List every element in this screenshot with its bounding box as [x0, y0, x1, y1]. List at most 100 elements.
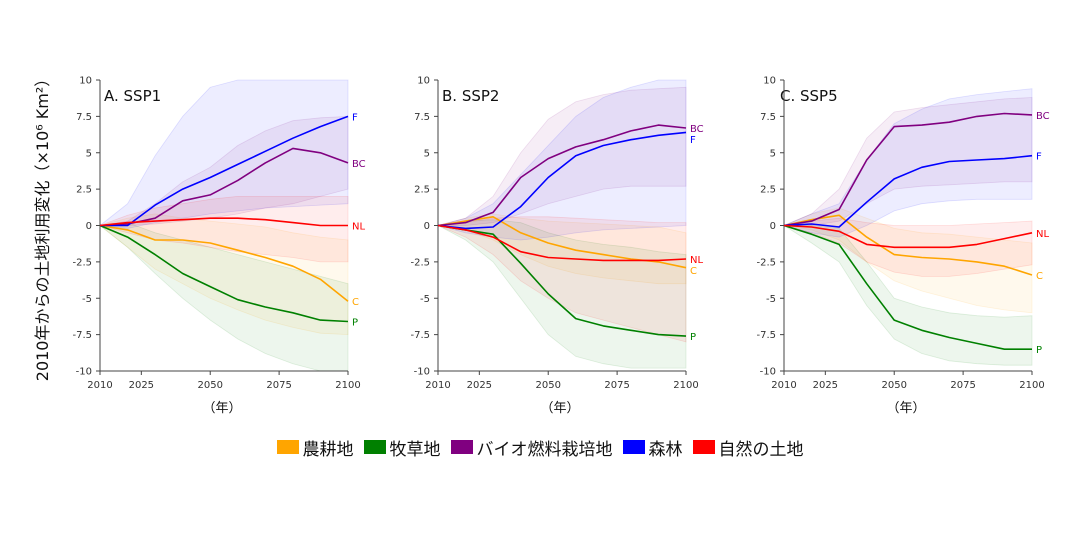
x-tick-label: 2025	[467, 380, 492, 391]
y-tick-label: -2.5	[756, 257, 776, 268]
series-line-forest-ssp1	[100, 115, 349, 227]
series-line-bioenergy-ssp5	[783, 112, 1033, 227]
series-line-natural-ssp1	[99, 217, 348, 227]
panel-ssp5: C. SSP5 （年） 10 7.5 5 2.5 0 -2.5 -5 -7.5 -10 2010 2…	[756, 76, 1049, 417]
plot-area-ssp5: 10 7.5 5 2.5 0 -2.5 -5 -7.5 -10 2010 2025 2050 2075 2…	[756, 76, 1049, 392]
y-tick-label: 0	[424, 221, 430, 232]
legend-label-natural: 自然の土地	[718, 439, 804, 460]
y-tick-label: 5	[424, 148, 430, 159]
y-tick-label: -7.5	[72, 330, 92, 341]
legend-item-forest: 森林	[622, 435, 683, 460]
band-cropland-ssp2	[437, 213, 687, 285]
y-tick-label: 7.5	[414, 112, 430, 123]
end-label-pasture-ssp1: P	[352, 318, 358, 329]
end-label-pasture-ssp2: P	[690, 332, 696, 343]
legend-swatch-cropland	[276, 440, 299, 454]
x-tick-label: 2010	[87, 380, 112, 391]
y-tick-label: 2.5	[76, 185, 92, 196]
y-tick-label: 5	[86, 148, 92, 159]
series-line-forest-ssp5	[783, 154, 1033, 228]
y-tick-label: -5	[766, 294, 776, 305]
y-tick-label: -7.5	[410, 330, 430, 341]
end-label-bioenergy-ssp2: BC	[690, 124, 704, 135]
y-tick-label: 10	[79, 76, 92, 87]
end-label-natural-ssp2: NL	[690, 255, 703, 266]
y-tick-label: -2.5	[72, 257, 92, 268]
panel-ssp1: A. SSP1 （年） 10 7.5 5 2.5 0 -2.5 -5 -7.5 -10 2010 2…	[72, 76, 365, 417]
y-tick-label: 7.5	[76, 112, 92, 123]
x-tick-label: 2050	[881, 380, 906, 391]
x-tick-label: 2075	[604, 380, 629, 391]
x-tick-label: 2075	[266, 380, 291, 391]
y-tick-label: -2.5	[410, 257, 430, 268]
end-label-cropland-ssp1: C	[352, 297, 359, 308]
end-label-bioenergy-ssp1: BC	[352, 159, 366, 170]
band-pasture-ssp5	[782, 225, 1033, 366]
x-tick-label: 2025	[813, 380, 838, 391]
x-axis-unit-ssp2: （年）	[540, 401, 579, 416]
legend-item-cropland: 農耕地	[276, 435, 354, 460]
y-axis-label: 2010年からの土地利用変化（×10⁶ Km²）	[33, 71, 52, 381]
legend: 農耕地 牧草地 バイオ燃料栽培地 森林 自然の土地	[0, 432, 1080, 462]
series-line-pasture-ssp5	[783, 224, 1032, 350]
y-tick-label: 10	[763, 76, 776, 87]
band-pasture-ssp2	[436, 219, 687, 369]
legend-item-pasture: 牧草地	[363, 435, 441, 460]
legend-label-bioenergy: バイオ燃料栽培地	[476, 439, 613, 460]
legend-label-cropland: 農耕地	[302, 439, 354, 460]
plot-area-ssp2: 10 7.5 5 2.5 0 -2.5 -5 -7.5 -10 2010 2025 2050 2075 2…	[410, 76, 703, 392]
y-tick-label: -10	[414, 367, 430, 378]
end-label-pasture-ssp5: P	[1036, 345, 1042, 356]
end-label-forest-ssp5: F	[1036, 152, 1042, 163]
end-label-forest-ssp1: F	[352, 112, 358, 123]
panel-title-ssp2: B. SSP2	[442, 87, 499, 105]
x-tick-label: 2050	[197, 380, 222, 391]
x-tick-label: 2100	[335, 380, 360, 391]
end-label-natural-ssp1: NL	[352, 222, 365, 233]
x-tick-label: 2025	[129, 380, 154, 391]
end-label-natural-ssp5: NL	[1036, 229, 1049, 240]
band-forest-ssp2	[436, 79, 687, 241]
y-tick-label: 0	[770, 221, 776, 232]
y-tick-label: 10	[417, 76, 430, 87]
series-line-pasture-ssp1	[99, 224, 349, 323]
x-axis-unit-ssp1: （年）	[202, 401, 241, 416]
y-tick-label: -10	[76, 367, 92, 378]
legend-swatch-natural	[692, 440, 715, 454]
y-tick-label: 0	[86, 221, 92, 232]
series-line-forest-ssp2	[437, 131, 687, 230]
y-tick-label: 2.5	[414, 185, 430, 196]
series-line-natural-ssp5	[783, 224, 1033, 249]
end-label-cropland-ssp5: C	[1036, 271, 1043, 282]
x-tick-label: 2100	[1019, 380, 1044, 391]
figure-canvas: 2010年からの土地利用変化（×10⁶ Km²） A. SSP1 （年） 10 7…	[33, 71, 1050, 417]
series-line-natural-ssp2	[437, 224, 687, 262]
x-tick-label: 2050	[535, 380, 560, 391]
y-tick-label: -7.5	[756, 330, 776, 341]
legend-swatch-pasture	[363, 440, 386, 454]
end-label-cropland-ssp2: C	[690, 266, 697, 277]
band-natural-ssp1	[98, 195, 349, 263]
legend-label-forest: 森林	[648, 439, 683, 460]
band-natural-ssp2	[437, 216, 687, 343]
x-tick-label: 2010	[771, 380, 796, 391]
legend-label-pasture: 牧草地	[389, 439, 441, 460]
x-tick-label: 2010	[425, 380, 450, 391]
y-tick-label: 5	[770, 148, 776, 159]
series-line-cropland-ssp1	[99, 224, 349, 302]
end-label-forest-ssp2: F	[690, 135, 696, 146]
plot-area-ssp1: 10 7.5 5 2.5 0 -2.5 -5 -7.5 -10 2010 2025 2050 2075 2…	[72, 76, 365, 392]
y-tick-label: -10	[760, 367, 776, 378]
band-bioenergy-ssp2	[437, 86, 687, 226]
y-tick-label: 2.5	[760, 185, 776, 196]
band-bioenergy-ssp5	[783, 97, 1033, 226]
series-line-pasture-ssp2	[437, 224, 687, 337]
y-tick-label: -5	[82, 294, 92, 305]
band-forest-ssp1	[98, 79, 349, 229]
legend-swatch-bioenergy	[450, 440, 473, 454]
panel-title-ssp5: C. SSP5	[780, 87, 838, 105]
end-label-bioenergy-ssp5: BC	[1036, 111, 1050, 122]
legend-item-bioenergy: バイオ燃料栽培地	[450, 435, 613, 460]
x-axis-unit-ssp5: （年）	[886, 401, 925, 416]
series-line-bioenergy-ssp2	[437, 124, 687, 227]
